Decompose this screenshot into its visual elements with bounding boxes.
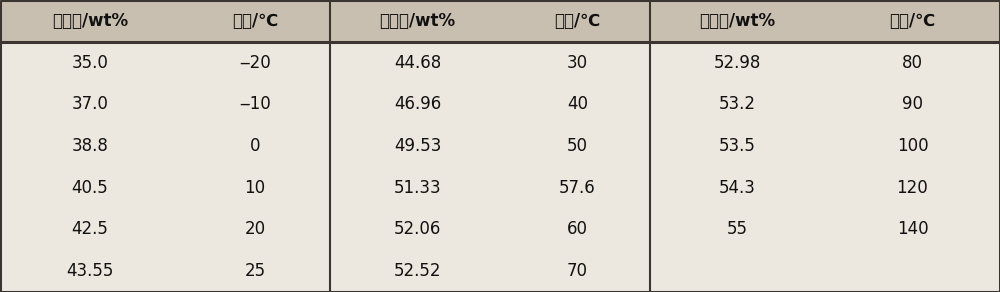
Text: 57.6: 57.6 xyxy=(559,179,596,197)
Text: 溶解度/wt%: 溶解度/wt% xyxy=(379,12,456,30)
Text: 44.68: 44.68 xyxy=(394,53,441,72)
Text: 52.98: 52.98 xyxy=(714,53,761,72)
Text: 40.5: 40.5 xyxy=(72,179,108,197)
Text: 46.96: 46.96 xyxy=(394,95,441,113)
Text: 52.52: 52.52 xyxy=(394,262,441,280)
Text: 53.5: 53.5 xyxy=(719,137,756,155)
Text: 25: 25 xyxy=(244,262,266,280)
Text: 50: 50 xyxy=(567,137,588,155)
Text: 溶解度/wt%: 溶解度/wt% xyxy=(52,12,128,30)
Text: 100: 100 xyxy=(897,137,928,155)
Text: 90: 90 xyxy=(902,95,923,113)
Bar xyxy=(0,0,1000,42)
Text: 42.5: 42.5 xyxy=(72,220,108,239)
Text: 49.53: 49.53 xyxy=(394,137,441,155)
Text: 60: 60 xyxy=(567,220,588,239)
Text: 温度/℃: 温度/℃ xyxy=(889,12,936,30)
Text: 70: 70 xyxy=(567,262,588,280)
Text: 30: 30 xyxy=(567,53,588,72)
Text: 55: 55 xyxy=(727,220,748,239)
Text: 54.3: 54.3 xyxy=(719,179,756,197)
Text: 温度/℃: 温度/℃ xyxy=(554,12,601,30)
Text: 35.0: 35.0 xyxy=(72,53,108,72)
Text: 43.55: 43.55 xyxy=(66,262,114,280)
Text: ‒10: ‒10 xyxy=(239,95,271,113)
Text: ‒20: ‒20 xyxy=(239,53,271,72)
Text: 37.0: 37.0 xyxy=(72,95,108,113)
Text: 38.8: 38.8 xyxy=(72,137,108,155)
Text: 51.33: 51.33 xyxy=(394,179,441,197)
Text: 0: 0 xyxy=(250,137,260,155)
Text: 10: 10 xyxy=(244,179,266,197)
Text: 80: 80 xyxy=(902,53,923,72)
Text: 20: 20 xyxy=(244,220,266,239)
Text: 140: 140 xyxy=(897,220,928,239)
Text: 温度/℃: 温度/℃ xyxy=(232,12,278,30)
Text: 溶解度/wt%: 溶解度/wt% xyxy=(699,12,776,30)
Text: 40: 40 xyxy=(567,95,588,113)
Text: 53.2: 53.2 xyxy=(719,95,756,113)
Text: 52.06: 52.06 xyxy=(394,220,441,239)
Text: 120: 120 xyxy=(897,179,928,197)
